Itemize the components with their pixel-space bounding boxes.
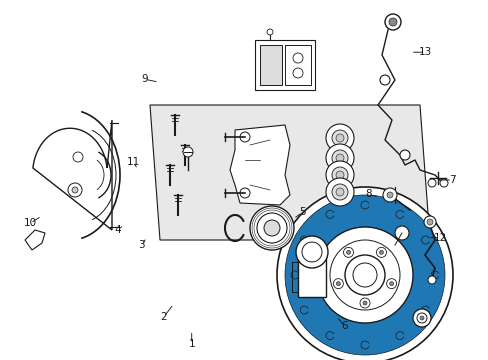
Text: 5: 5 (298, 207, 305, 217)
Circle shape (335, 134, 343, 142)
Circle shape (345, 255, 384, 295)
Polygon shape (33, 120, 112, 230)
Circle shape (333, 279, 343, 289)
Circle shape (335, 154, 343, 162)
Circle shape (427, 179, 435, 187)
Circle shape (331, 184, 347, 200)
Circle shape (240, 132, 249, 142)
Text: 8: 8 (364, 189, 371, 199)
Text: 10: 10 (24, 218, 37, 228)
Circle shape (399, 150, 409, 160)
Circle shape (72, 187, 78, 193)
Circle shape (362, 301, 366, 305)
Circle shape (240, 188, 249, 198)
Circle shape (73, 152, 83, 162)
Circle shape (384, 14, 400, 30)
Circle shape (325, 144, 353, 172)
Circle shape (325, 161, 353, 189)
Bar (285, 45, 310, 85)
Circle shape (266, 29, 272, 35)
Polygon shape (229, 125, 289, 205)
Circle shape (359, 298, 369, 308)
Circle shape (249, 206, 293, 250)
Circle shape (302, 242, 321, 262)
Text: 4: 4 (114, 225, 121, 235)
Text: 9: 9 (141, 74, 147, 84)
Circle shape (276, 187, 452, 360)
Circle shape (386, 192, 392, 198)
Polygon shape (25, 230, 45, 250)
Circle shape (388, 18, 396, 26)
Circle shape (292, 68, 303, 78)
Circle shape (325, 178, 353, 206)
Circle shape (439, 179, 447, 187)
Circle shape (68, 183, 82, 197)
Circle shape (331, 130, 347, 146)
Text: 7: 7 (448, 175, 455, 185)
Circle shape (264, 220, 280, 236)
Text: 1: 1 (188, 339, 195, 349)
Circle shape (389, 282, 393, 285)
Circle shape (419, 316, 423, 320)
Circle shape (325, 124, 353, 152)
Circle shape (394, 226, 408, 240)
Circle shape (335, 171, 343, 179)
Circle shape (331, 150, 347, 166)
Circle shape (285, 195, 444, 355)
Polygon shape (150, 105, 429, 240)
Text: 3: 3 (138, 240, 145, 250)
Circle shape (352, 263, 376, 287)
Circle shape (386, 279, 396, 289)
Circle shape (183, 147, 193, 157)
Circle shape (382, 188, 396, 202)
Circle shape (427, 276, 435, 284)
Text: 11: 11 (126, 157, 140, 167)
Circle shape (423, 216, 435, 228)
Circle shape (416, 313, 426, 323)
Circle shape (329, 240, 399, 310)
Text: 12: 12 (432, 233, 446, 243)
Circle shape (379, 250, 383, 255)
Circle shape (343, 247, 353, 257)
Circle shape (336, 282, 340, 285)
Circle shape (316, 227, 412, 323)
Bar (297, 252, 325, 297)
Circle shape (412, 309, 430, 327)
Circle shape (346, 250, 350, 255)
Circle shape (257, 213, 286, 243)
Bar (254, 40, 314, 90)
Text: 13: 13 (418, 47, 431, 57)
Bar (260, 45, 282, 85)
Circle shape (379, 75, 389, 85)
Circle shape (426, 219, 432, 225)
Circle shape (331, 167, 347, 183)
Circle shape (376, 247, 386, 257)
Circle shape (292, 53, 303, 63)
Circle shape (335, 188, 343, 196)
Text: 2: 2 (160, 312, 167, 322)
Circle shape (295, 236, 327, 268)
Text: 6: 6 (341, 321, 347, 331)
